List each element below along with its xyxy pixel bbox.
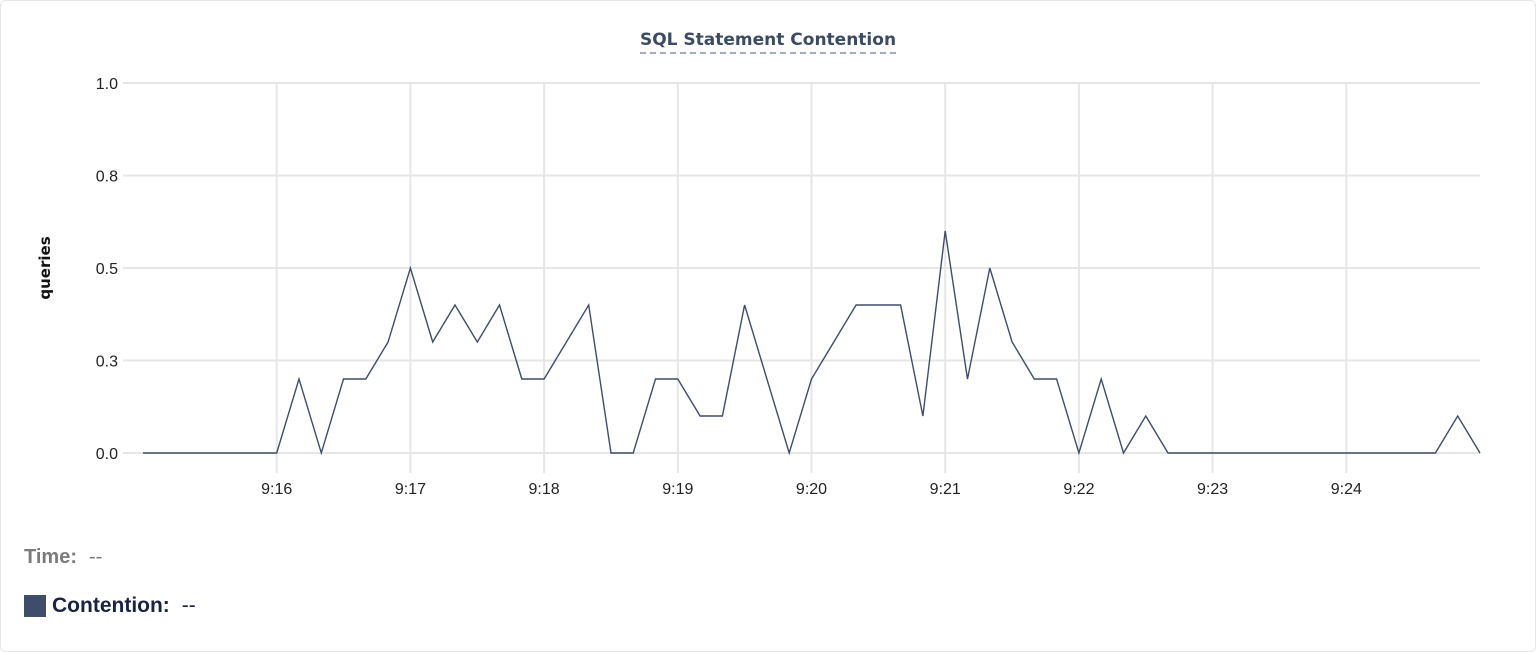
y-tick-label: 1.0	[96, 76, 118, 93]
legend-time: Time: --	[24, 546, 102, 569]
x-tick-label: 9:16	[261, 481, 292, 498]
time-value: --	[88, 546, 103, 568]
contention-value: --	[181, 594, 196, 617]
y-tick-label: 0.5	[96, 261, 118, 278]
chart-title[interactable]: SQL Statement Contention	[639, 30, 897, 54]
time-label: Time:	[24, 546, 77, 568]
x-tick-label: 9:17	[395, 481, 426, 498]
contention-label: Contention:	[52, 594, 170, 617]
y-tick-label: 0.8	[96, 169, 118, 186]
x-tick-label: 9:23	[1197, 481, 1228, 498]
y-tick-label: 0.3	[96, 354, 118, 371]
x-tick-label: 9:20	[796, 481, 827, 498]
y-tick-label: 0.0	[96, 446, 118, 463]
y-axis-label: queries	[36, 236, 54, 299]
chart-title-wrap: SQL Statement Contention	[0, 30, 1536, 54]
x-tick-label: 9:19	[662, 481, 693, 498]
x-tick-label: 9:22	[1063, 481, 1094, 498]
x-tick-label: 9:21	[930, 481, 961, 498]
x-tick-label: 9:18	[529, 481, 560, 498]
x-tick-label: 9:24	[1331, 481, 1362, 498]
legend-contention: Contention: --	[24, 594, 196, 618]
series-swatch	[24, 595, 46, 617]
